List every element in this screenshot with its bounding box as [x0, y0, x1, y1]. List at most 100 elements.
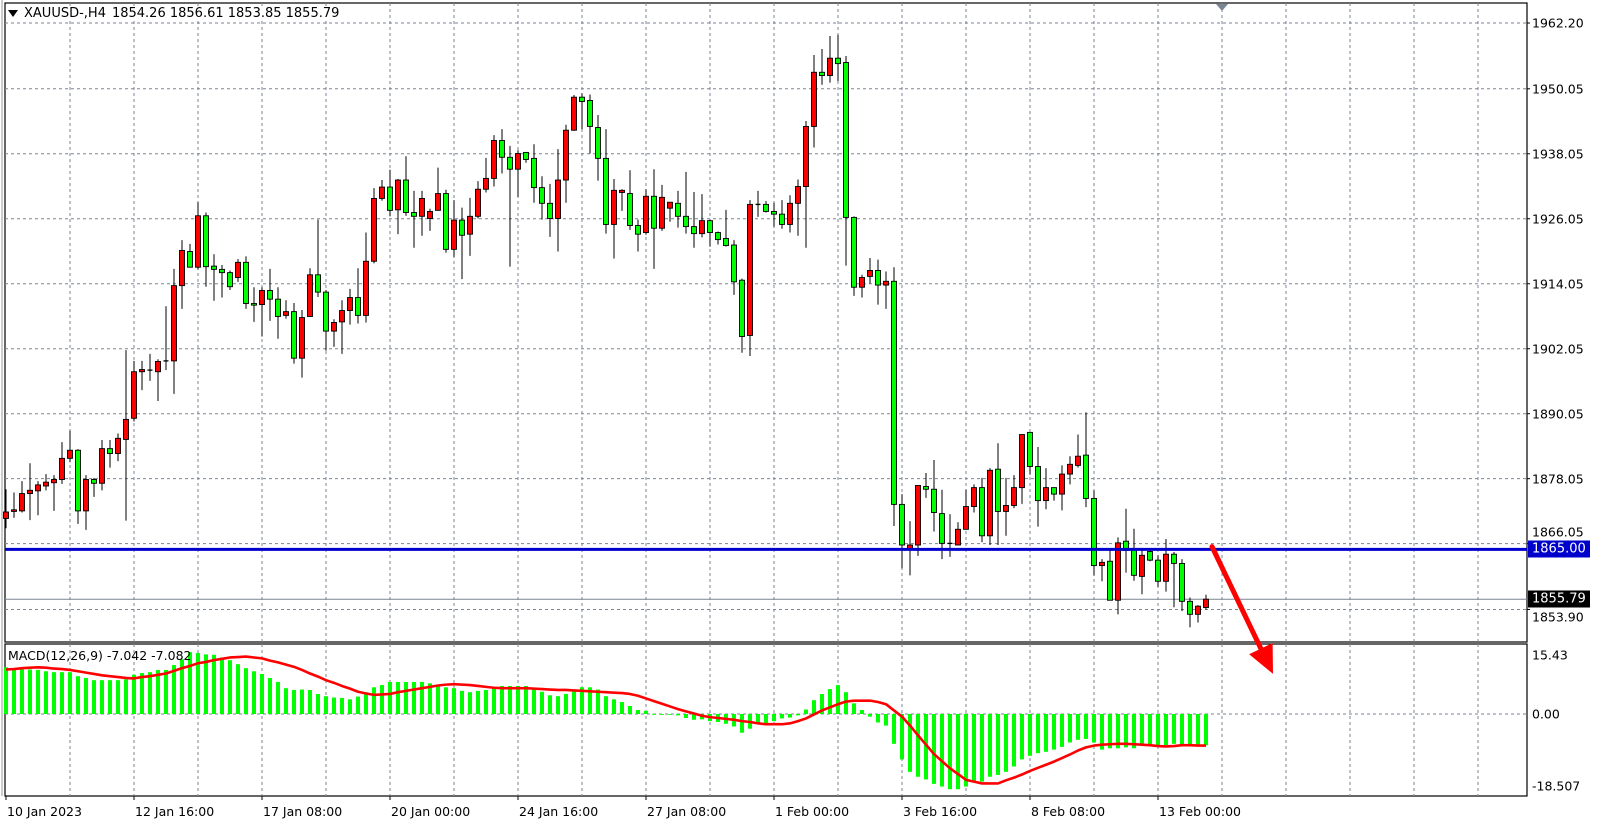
macd-histogram-bar — [12, 669, 16, 714]
macd-histogram-bar — [772, 714, 776, 722]
candle-bullish — [1059, 473, 1065, 495]
macd-histogram-bar — [324, 696, 328, 714]
macd-axis-label: 0.00 — [1532, 706, 1560, 722]
candle-bullish — [859, 277, 865, 288]
macd-histogram-bar — [1156, 714, 1160, 747]
time-axis-label: 3 Feb 16:00 — [903, 804, 978, 819]
macd-histogram-bar — [212, 654, 216, 714]
macd-histogram-bar — [644, 710, 648, 714]
macd-histogram-bar — [460, 690, 464, 714]
macd-histogram-bar — [284, 688, 288, 714]
candle-bearish — [931, 488, 937, 513]
macd-histogram-bar — [260, 673, 264, 714]
candle-bullish — [1019, 434, 1025, 489]
current-price-badge: 1855.79 — [1528, 590, 1590, 608]
macd-histogram-bar — [572, 689, 576, 714]
candle-bearish — [595, 127, 601, 159]
macd-histogram-bar — [508, 685, 512, 714]
macd-histogram-bar — [1092, 714, 1096, 743]
candle-bearish — [875, 270, 881, 286]
price-axis-label: 1866.05 — [1532, 524, 1584, 540]
candle-bullish — [51, 479, 57, 484]
price-axis-label: 1962.20 — [1532, 15, 1584, 31]
macd-histogram-bar — [4, 667, 8, 714]
candle-bearish — [107, 448, 113, 454]
macd-histogram-bar — [828, 689, 832, 714]
candle-bullish — [379, 186, 385, 199]
candle-bearish — [1131, 548, 1137, 576]
macd-histogram-bar — [124, 679, 128, 714]
candle-bullish — [563, 129, 569, 181]
candle-bullish — [795, 186, 801, 204]
time-axis-label: 20 Jan 00:00 — [391, 804, 471, 819]
macd-histogram-bar — [444, 687, 448, 714]
macd-histogram-bar — [540, 691, 544, 714]
candle-bullish — [571, 96, 577, 131]
macd-histogram-bar — [1132, 714, 1136, 749]
candle-bullish — [659, 196, 665, 229]
macd-histogram-bar — [556, 696, 560, 714]
macd-histogram-bar — [52, 672, 56, 714]
candle-bullish — [1195, 605, 1201, 615]
macd-histogram-bar — [908, 714, 912, 772]
dropdown-triangle-icon[interactable] — [8, 10, 18, 17]
macd-histogram-bar — [68, 672, 72, 714]
candle-bullish — [363, 260, 369, 316]
candle-bullish — [483, 177, 489, 190]
candle-bullish — [619, 189, 625, 193]
price-axis-label: 1902.05 — [1532, 341, 1584, 357]
candle-bearish — [923, 486, 929, 490]
candle-bearish — [723, 238, 729, 247]
macd-histogram-bar — [532, 688, 536, 714]
macd-histogram-bar — [900, 714, 904, 760]
macd-histogram-bar — [244, 668, 248, 714]
candle-bullish — [1075, 455, 1081, 466]
candle-bearish — [1147, 551, 1153, 561]
macd-histogram-bar — [140, 673, 144, 714]
candle-bullish — [555, 179, 561, 219]
macd-histogram-bar — [1148, 714, 1152, 746]
macd-histogram-bar — [756, 714, 760, 723]
candle-bearish — [1027, 431, 1033, 467]
macd-histogram-bar — [404, 681, 408, 714]
candle-bullish — [395, 179, 401, 211]
candle-bullish — [67, 449, 73, 459]
macd-histogram-bar — [844, 692, 848, 714]
candle-bullish — [747, 203, 753, 336]
candle-bearish — [995, 468, 1001, 512]
candle-bullish — [475, 188, 481, 217]
candle-bullish — [1099, 561, 1105, 567]
candle-bullish — [987, 469, 993, 537]
macd-histogram-bar — [988, 714, 992, 777]
candle-bearish — [739, 279, 745, 337]
macd-histogram-bar — [876, 714, 880, 723]
candle-bullish — [1203, 598, 1209, 608]
candle-bullish — [491, 140, 497, 179]
macd-histogram-bar — [692, 714, 696, 720]
macd-histogram-bar — [420, 681, 424, 714]
macd-histogram-bar — [580, 687, 584, 714]
candle-bullish — [195, 215, 201, 268]
macd-histogram-bar — [860, 709, 864, 714]
candle-bearish — [899, 503, 905, 546]
candle-bearish — [891, 280, 897, 505]
candle-bullish — [131, 371, 137, 419]
candle-bearish — [227, 272, 233, 288]
macd-histogram-bar — [332, 697, 336, 714]
macd-histogram-bar — [676, 714, 680, 716]
arrow-down-icon — [1249, 643, 1273, 674]
candle-bullish — [299, 317, 305, 359]
macd-histogram-bar — [1140, 714, 1144, 747]
macd-histogram-bar — [484, 689, 488, 714]
macd-histogram-bar — [1060, 714, 1064, 747]
candle-bearish — [91, 479, 97, 484]
macd-histogram-bar — [916, 714, 920, 777]
candle-bearish — [539, 187, 545, 204]
candle-bearish — [1155, 559, 1161, 582]
ohlc-readout: 1854.26 1856.61 1853.85 1855.79 — [111, 6, 340, 21]
macd-histogram-bar — [996, 714, 1000, 775]
candle-bearish — [243, 261, 249, 304]
candle-bearish — [651, 195, 657, 229]
candle-bearish — [635, 225, 641, 235]
